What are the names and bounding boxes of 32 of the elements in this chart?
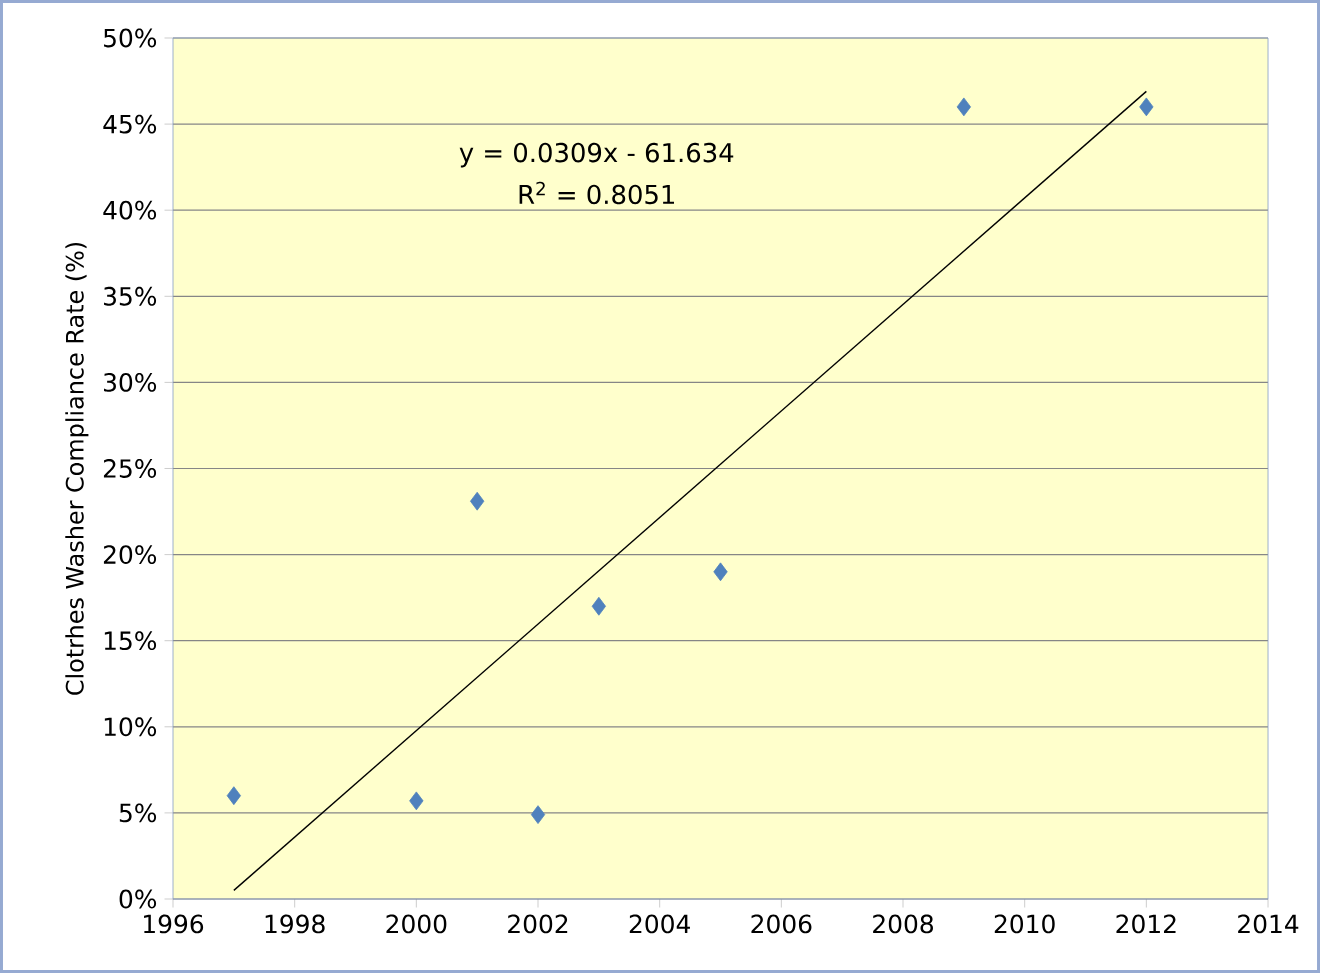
y-tick-label: 30%	[104, 372, 157, 392]
x-tick-label: 2000	[386, 914, 447, 934]
x-tick-label: 1998	[265, 914, 325, 934]
x-tick-label: 2010	[994, 914, 1055, 934]
point	[409, 791, 424, 811]
y-axis-title: Clotrhes Washer Compliance Rate (%)	[65, 242, 89, 695]
y-tick-label: 20%	[103, 545, 157, 565]
x-tick-label: 2008	[873, 914, 933, 934]
point	[226, 786, 241, 806]
y-tick-label: 35%	[104, 286, 157, 306]
point	[713, 562, 728, 582]
point	[470, 491, 485, 511]
x-tick-label: 2014	[1238, 914, 1299, 934]
y-tick-label: 0%	[119, 889, 157, 909]
x-tick-label: 1996	[144, 914, 204, 934]
y-tick-label: 40%	[103, 200, 157, 220]
x-tick-label: 2002	[508, 914, 568, 934]
point	[1139, 97, 1154, 117]
point	[956, 97, 971, 117]
point	[591, 596, 606, 616]
y-tick-label: 50%	[104, 28, 157, 48]
annotation: R$^{2}$ = 0.8051	[519, 181, 675, 205]
y-tick-label: 10%	[104, 717, 157, 737]
point	[530, 805, 546, 824]
y-tick-label: 5%	[119, 803, 157, 823]
x-tick-label: 2006	[751, 914, 812, 934]
y-tick-label: 25%	[103, 459, 157, 478]
x-tick-label: 2004	[629, 914, 690, 934]
y-tick-label: 45%	[103, 114, 157, 134]
annotation: y = 0.0309x - 61.634	[459, 142, 734, 168]
x-tick-label: 2012	[1116, 914, 1176, 934]
y-tick-label: 15%	[104, 631, 157, 651]
